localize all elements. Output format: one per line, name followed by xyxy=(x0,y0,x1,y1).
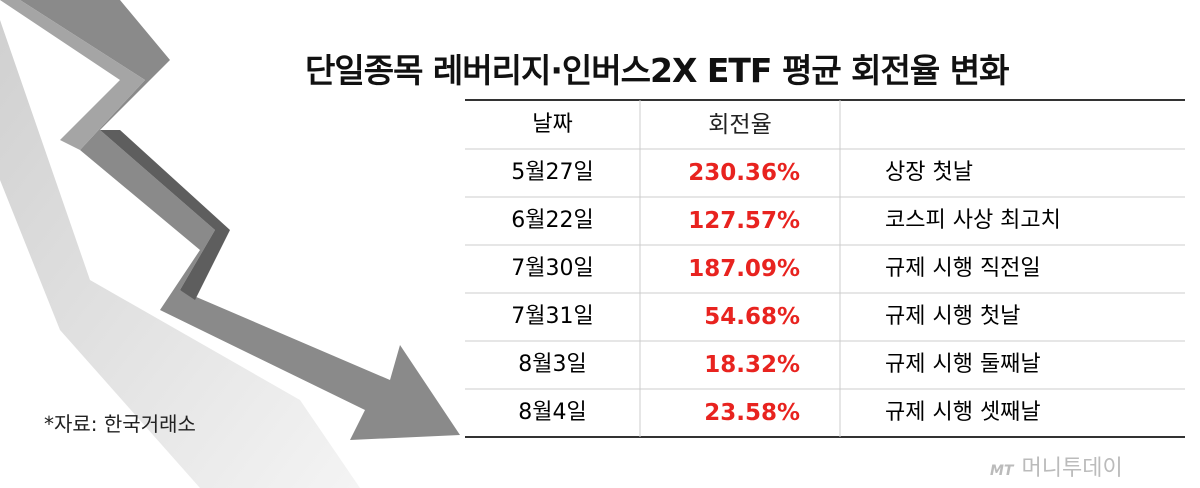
note-cell: 규제 시행 셋째날 xyxy=(885,400,1041,425)
note-cell: 상장 첫날 xyxy=(885,160,973,185)
logo: MT xyxy=(990,463,1014,479)
brand: 머니투데이 xyxy=(1021,456,1123,481)
date-cell: 5월27일 xyxy=(511,160,594,185)
arrow-fold xyxy=(100,130,230,300)
shadow xyxy=(0,20,360,488)
rate-cell: 230.36% xyxy=(688,160,800,186)
rate-cell: 54.68% xyxy=(704,304,800,330)
title: 단일종목 레버리지·인버스2X ETF 평균 회전율 변화 xyxy=(305,51,1009,90)
arrow xyxy=(20,0,460,440)
column-header: 날짜 xyxy=(532,112,573,137)
note-cell: 규제 시행 첫날 xyxy=(885,304,1021,329)
rate-cell: 127.57% xyxy=(688,208,800,234)
note-cell: 규제 시행 둘째날 xyxy=(885,352,1041,377)
source: *자료: 한국거래소 xyxy=(44,412,196,436)
note-cell: 규제 시행 직전일 xyxy=(885,256,1041,281)
note-cell: 코스피 사상 최고치 xyxy=(885,208,1061,233)
date-cell: 8월4일 xyxy=(518,400,587,425)
date-cell: 7월31일 xyxy=(511,304,594,329)
rate-cell: 23.58% xyxy=(704,400,800,426)
arrow-fold xyxy=(0,0,145,150)
date-cell: 7월30일 xyxy=(511,256,594,281)
watermark: MT 머니투데이 xyxy=(990,450,1123,482)
rate-cell: 187.09% xyxy=(688,256,800,282)
date-cell: 6월22일 xyxy=(511,208,594,233)
column-header: 회전율 xyxy=(708,112,772,138)
rate-cell: 18.32% xyxy=(704,352,800,378)
date-cell: 8월3일 xyxy=(518,352,587,377)
